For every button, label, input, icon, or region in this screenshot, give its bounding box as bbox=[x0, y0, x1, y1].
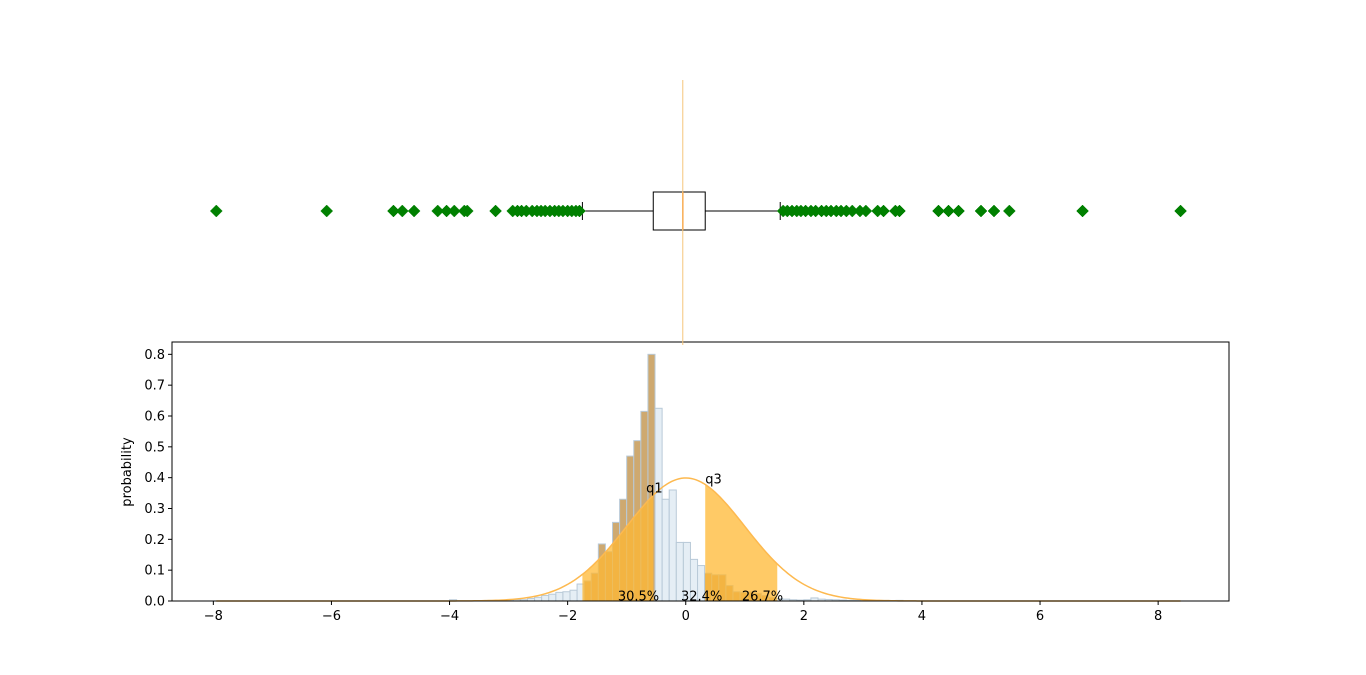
y-tick-label: 0.8 bbox=[144, 348, 165, 363]
outlier-marker bbox=[573, 204, 586, 218]
histogram-bar bbox=[534, 596, 543, 602]
outlier-marker bbox=[1002, 204, 1016, 218]
outlier-marker bbox=[209, 204, 223, 218]
outlier-marker bbox=[1076, 204, 1089, 218]
y-tick-label: 0.7 bbox=[144, 379, 165, 394]
shaded-region bbox=[582, 495, 654, 601]
y-tick-label: 0.2 bbox=[144, 533, 165, 548]
outlier-marker bbox=[447, 204, 461, 218]
histogram-plot: q1 q3 30.5% 32.4% 26.7% −8 −6 −4 −2 0 2 4 6 8 0.0 0.1… bbox=[120, 341, 1230, 624]
outlier-marker bbox=[460, 204, 474, 218]
outlier-marker bbox=[987, 204, 1001, 218]
annotation-label: q3 bbox=[705, 472, 722, 487]
annotation-label: 26.7% bbox=[742, 590, 783, 605]
x-tick-label: 2 bbox=[800, 609, 808, 624]
outlier-marker bbox=[407, 204, 421, 218]
y-tick-label: 0.4 bbox=[144, 471, 165, 486]
shaded-quartile-regions bbox=[582, 484, 778, 601]
y-tick-label: 0.6 bbox=[144, 410, 165, 425]
outlier-marker bbox=[952, 204, 965, 218]
outlier-marker bbox=[859, 204, 873, 218]
outlier-marker bbox=[489, 204, 502, 218]
histogram-bar bbox=[562, 591, 571, 602]
histogram-bar bbox=[541, 594, 550, 602]
annotation-label: 32.4% bbox=[681, 590, 722, 605]
outlier-marker bbox=[395, 204, 409, 218]
y-tick-label: 0.3 bbox=[144, 502, 165, 517]
histogram-axes-frame bbox=[171, 341, 1230, 602]
outlier-marker bbox=[1174, 204, 1187, 218]
x-tick-label: 4 bbox=[918, 609, 926, 624]
histogram-bar bbox=[668, 489, 677, 602]
annotation-label: 30.5% bbox=[618, 590, 659, 605]
histogram-plot-area bbox=[172, 342, 1229, 601]
histogram-bar bbox=[555, 591, 564, 602]
y-tick-label: 0.0 bbox=[144, 595, 165, 610]
histogram-bar bbox=[548, 593, 557, 602]
box-plot bbox=[209, 191, 1187, 231]
histogram-bar bbox=[654, 407, 663, 602]
y-tick-label: 0.1 bbox=[144, 564, 165, 579]
outlier-marker bbox=[431, 204, 445, 218]
outlier-marker bbox=[942, 204, 955, 218]
outlier-marker bbox=[932, 204, 945, 218]
x-tick-label: −6 bbox=[322, 609, 341, 624]
annotation-label: q1 bbox=[646, 482, 663, 497]
y-axis-ticks: 0.0 0.1 0.2 0.3 0.4 0.5 0.6 0.7 0.8 bbox=[144, 348, 172, 610]
histogram-bar bbox=[661, 498, 670, 602]
outlier-marker bbox=[877, 204, 890, 218]
x-tick-label: −4 bbox=[440, 609, 459, 624]
outlier-marker bbox=[387, 204, 400, 218]
x-tick-label: 0 bbox=[682, 609, 690, 624]
x-tick-label: 8 bbox=[1154, 609, 1162, 624]
x-tick-label: 6 bbox=[1036, 609, 1044, 624]
outlier-marker bbox=[320, 204, 334, 218]
y-axis-label: probability bbox=[120, 437, 135, 507]
outlier-marker bbox=[974, 204, 988, 218]
x-tick-label: −2 bbox=[558, 609, 577, 624]
y-tick-label: 0.5 bbox=[144, 440, 165, 455]
shaded-region bbox=[705, 484, 778, 601]
histogram-bar bbox=[569, 589, 578, 602]
outlier-marker bbox=[893, 204, 906, 218]
x-tick-label: −8 bbox=[204, 609, 223, 624]
interquartile-box bbox=[652, 191, 706, 231]
x-axis-ticks: −8 −6 −4 −2 0 2 4 6 8 bbox=[204, 601, 1162, 624]
